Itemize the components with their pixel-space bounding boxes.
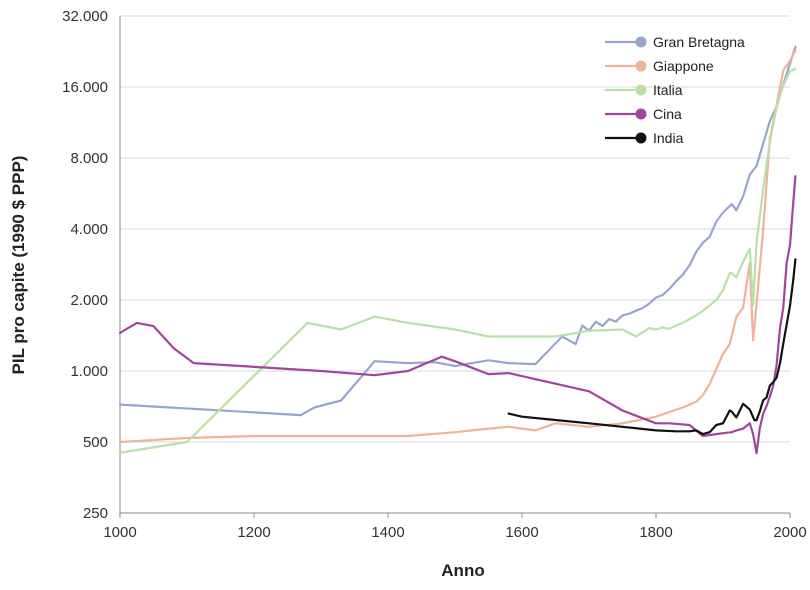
y-tick-label: 4.000 bbox=[70, 221, 108, 238]
y-tick-label: 500 bbox=[83, 434, 108, 451]
legend-swatch-marker-india bbox=[635, 132, 647, 144]
legend-label-cina: Cina bbox=[653, 106, 682, 122]
y-tick-label: 16.000 bbox=[62, 79, 108, 96]
y-tick-label: 1.000 bbox=[70, 363, 108, 380]
legend: Gran Bretagna Giappone Italia Cina India bbox=[605, 34, 745, 146]
x-tick-labels: 1000 1200 1400 1600 1800 2000 bbox=[103, 513, 807, 541]
legend-label-gran-bretagna: Gran Bretagna bbox=[653, 34, 745, 50]
series-line-giappone bbox=[118, 49, 797, 444]
x-tick-label: 1200 bbox=[237, 524, 270, 541]
legend-label-india: India bbox=[653, 130, 684, 146]
series-line-gran-bretagna bbox=[118, 45, 797, 417]
series-line-cina bbox=[118, 175, 797, 455]
series-line-italia bbox=[118, 67, 797, 454]
series-lines bbox=[118, 45, 797, 455]
legend-swatch-marker-italia bbox=[635, 84, 647, 96]
y-tick-label: 32.000 bbox=[62, 8, 108, 25]
y-tick-label: 8.000 bbox=[70, 150, 108, 167]
legend-label-giappone: Giappone bbox=[653, 58, 714, 74]
x-tick-label: 1000 bbox=[103, 524, 136, 541]
legend-swatch-marker-giappone bbox=[635, 60, 647, 72]
y-tick-labels: 250 500 1.000 2.000 4.000 8.000 16.000 32.000 bbox=[62, 8, 108, 522]
legend-label-italia: Italia bbox=[653, 82, 683, 98]
x-tick-label: 1800 bbox=[639, 524, 672, 541]
legend-swatch-marker-gran-bretagna bbox=[635, 36, 647, 48]
legend-swatch-marker-cina bbox=[635, 108, 647, 120]
x-tick-label: 1400 bbox=[371, 524, 404, 541]
y-tick-label: 2.000 bbox=[70, 292, 108, 309]
x-axis-title: Anno bbox=[441, 561, 484, 580]
y-axis-title: PIL pro capite (1990 $ PPP) bbox=[9, 156, 28, 375]
x-tick-label: 2000 bbox=[773, 524, 806, 541]
y-tick-label: 250 bbox=[83, 505, 108, 522]
gridlines bbox=[120, 15, 790, 514]
x-tick-label: 1600 bbox=[505, 524, 538, 541]
series-line-india bbox=[507, 258, 797, 436]
